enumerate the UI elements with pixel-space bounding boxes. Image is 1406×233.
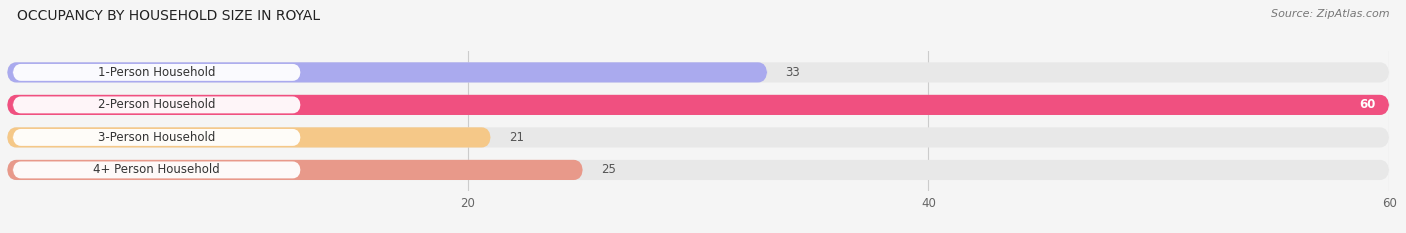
Text: 3-Person Household: 3-Person Household [98, 131, 215, 144]
Text: 2-Person Household: 2-Person Household [98, 98, 215, 111]
FancyBboxPatch shape [7, 95, 1389, 115]
FancyBboxPatch shape [7, 160, 583, 180]
Text: 4+ Person Household: 4+ Person Household [93, 163, 221, 176]
FancyBboxPatch shape [7, 127, 491, 147]
FancyBboxPatch shape [7, 127, 1389, 147]
Text: 60: 60 [1360, 98, 1375, 111]
FancyBboxPatch shape [7, 62, 768, 82]
FancyBboxPatch shape [13, 129, 301, 146]
Text: 33: 33 [786, 66, 800, 79]
FancyBboxPatch shape [13, 96, 301, 113]
Text: OCCUPANCY BY HOUSEHOLD SIZE IN ROYAL: OCCUPANCY BY HOUSEHOLD SIZE IN ROYAL [17, 9, 321, 23]
Text: Source: ZipAtlas.com: Source: ZipAtlas.com [1271, 9, 1389, 19]
FancyBboxPatch shape [13, 64, 301, 81]
Text: 1-Person Household: 1-Person Household [98, 66, 215, 79]
FancyBboxPatch shape [13, 161, 301, 178]
Text: 25: 25 [602, 163, 616, 176]
Text: 21: 21 [509, 131, 524, 144]
FancyBboxPatch shape [7, 160, 1389, 180]
FancyBboxPatch shape [7, 95, 1389, 115]
FancyBboxPatch shape [7, 62, 1389, 82]
